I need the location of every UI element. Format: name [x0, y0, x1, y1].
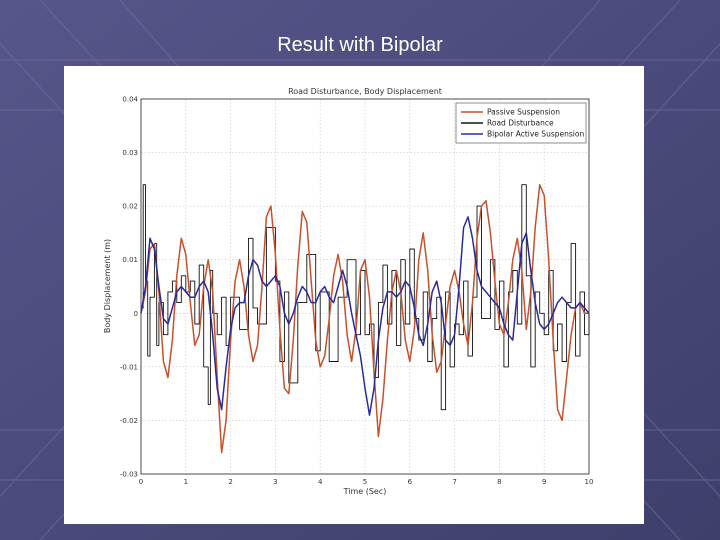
line-chart: 0 1 2 3 4 5 6 7 8 9 10 0.04 0.03 0.02 0.01 0 -0.01 -0.02 -… [103, 87, 594, 496]
plot-frame [140, 98, 590, 475]
x-tick-label: 8 [497, 478, 501, 486]
x-tick-label: 3 [273, 478, 277, 486]
series-line-2 [140, 216, 590, 416]
y-tick-label: 0.03 [122, 149, 138, 157]
y-tick-label: 0.02 [122, 203, 138, 211]
x-tick-label: 10 [585, 478, 594, 486]
legend-entry: Road Disturbance [487, 119, 554, 128]
y-tick-label: -0.01 [120, 363, 138, 371]
x-tick-label: 2 [228, 478, 232, 486]
x-tick-label: 7 [452, 478, 456, 486]
series-group [140, 183, 590, 454]
y-axis-label: Body Displacement (m) [103, 239, 112, 333]
x-tick-label: 5 [363, 478, 367, 486]
x-tick-label: 4 [318, 478, 323, 486]
figure-panel: 0 1 2 3 4 5 6 7 8 9 10 0.04 0.03 0.02 0.01 0 -0.01 -0.02 -… [64, 66, 644, 524]
chart-title: Road Disturbance, Body Displacement [288, 87, 442, 96]
x-tick-label: 6 [408, 478, 413, 486]
legend: Passive Suspension Road Disturbance Bipola… [455, 102, 587, 144]
x-tick-label: 1 [184, 478, 188, 486]
y-tick-label: 0 [134, 310, 138, 318]
y-tick-label: 0.01 [122, 256, 138, 264]
legend-entry: Passive Suspension [487, 108, 560, 117]
y-tick-label: -0.03 [120, 471, 138, 479]
y-tick-label: -0.02 [120, 417, 138, 425]
legend-entry: Bipolar Active Suspension [487, 130, 584, 139]
x-tick-label: 9 [542, 478, 546, 486]
series-line-0 [140, 183, 589, 454]
x-tick-label: 0 [139, 478, 143, 486]
x-axis-label: Time (Sec) [343, 487, 387, 496]
y-tick-label: 0.04 [122, 96, 138, 104]
slide-title: Result with Bipolar [277, 34, 443, 56]
tick-labels: 0 1 2 3 4 5 6 7 8 9 10 0.04 0.03 0.02 0.01 0 -0.01 -0.02 -… [120, 96, 594, 487]
